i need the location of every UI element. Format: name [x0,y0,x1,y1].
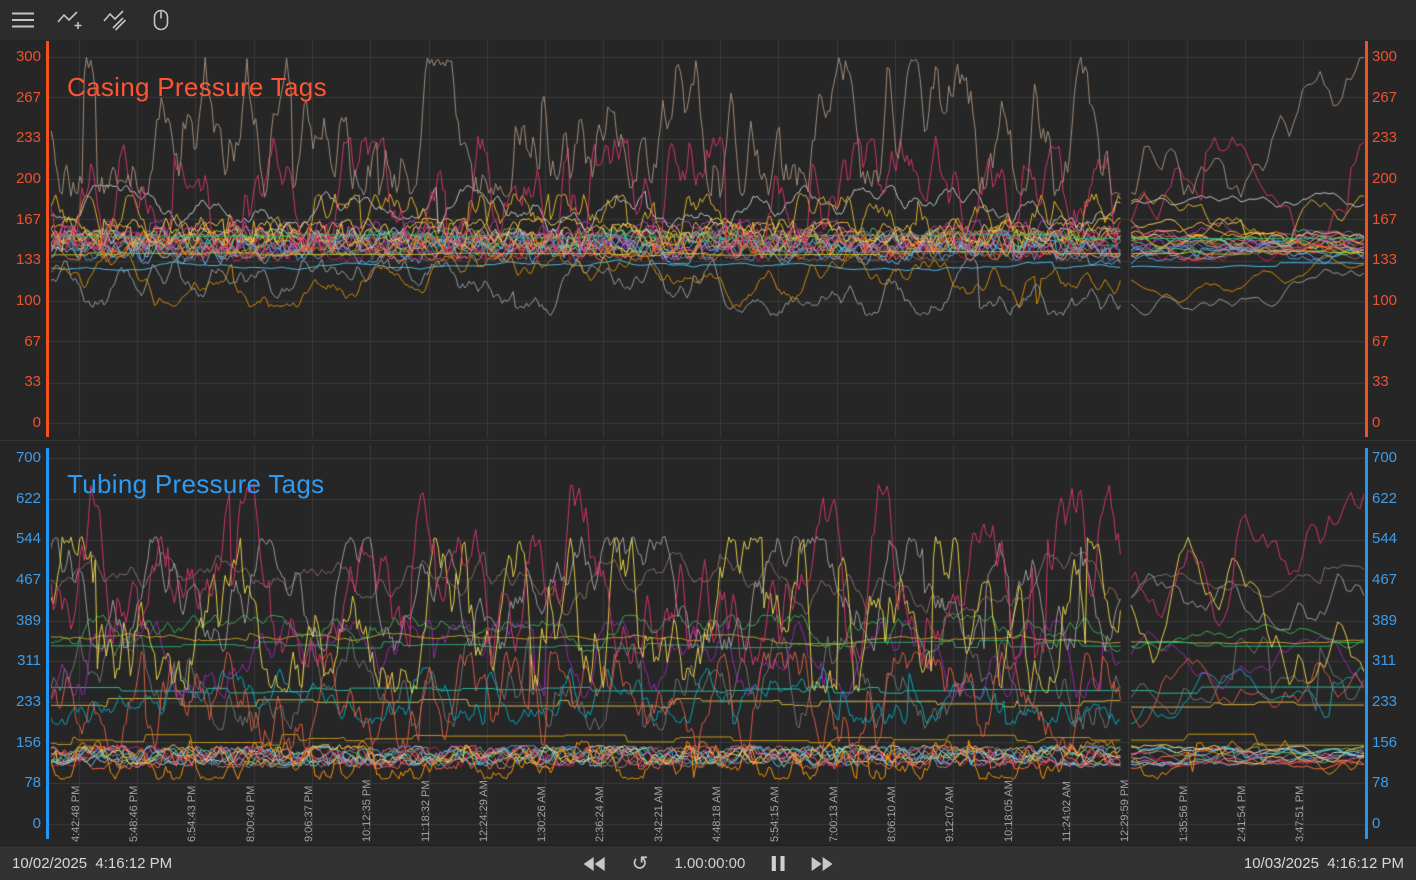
tubing-y-tick-label: 467 [1372,571,1398,588]
time-axis-label: 1:35:56 PM [1177,785,1190,842]
time-axis-label: 12:24:29 AM [477,780,490,842]
tubing-y-tick-label: 467 [15,571,41,588]
toolbar [0,0,1416,40]
reset-button[interactable]: ↺ [632,846,649,880]
tubing-left-axis-line [46,448,49,839]
menu-icon[interactable] [8,5,38,35]
time-axis-label: 4:42:48 PM [69,785,82,842]
casing-chart-canvas[interactable] [0,40,1416,440]
tubing-y-tick-label: 389 [15,611,41,629]
time-axis-label: 11:18:32 PM [419,780,432,842]
time-span-value[interactable]: 1.00:00:00 [674,855,746,872]
tubing-y-tick-label: 622 [1372,489,1398,507]
time-axis-label: 3:42:21 AM [652,786,665,842]
time-axis-label: 12:29:59 PM [1119,779,1132,842]
casing-right-axis-line [1365,41,1368,437]
compare-trends-icon[interactable] [100,5,130,35]
time-axis-label: 9:06:37 PM [302,785,315,842]
time-axis-label: 8:00:40 PM [244,785,257,842]
time-axis-label: 3:47:51 PM [1294,785,1307,842]
add-trend-icon[interactable] [54,5,84,35]
casing-chart-title: Casing Pressure Tags [67,72,327,102]
casing-y-tick-label: 133 [15,251,41,269]
mouse-mode-icon[interactable] [146,5,176,35]
range-end-datetime: 10/03/2025 4:16:12 PM [1243,855,1404,872]
casing-y-tick-label: 267 [15,88,41,106]
casing-left-axis-line [46,41,49,437]
tubing-y-tick-label: 233 [1372,693,1398,710]
casing-y-tick-label: 33 [1372,373,1389,391]
time-axis-label: 5:48:46 PM [127,785,140,842]
tubing-chart-canvas[interactable] [0,441,1416,846]
casing-y-tick-label: 200 [1372,170,1398,187]
casing-y-tick-label: 300 [15,48,41,65]
casing-y-tick-label: 0 [32,414,41,431]
time-axis-label: 11:24:02 AM [1061,781,1074,842]
playback-controls: ↺ 1.00:00:00 [583,846,833,880]
time-axis-label: 2:36:24 AM [594,786,607,842]
time-axis-label: 10:18:05 AM [1002,780,1015,842]
casing-y-tick-label: 67 [24,332,41,350]
tubing-right-axis-line [1365,448,1368,839]
pause-button[interactable] [771,846,785,880]
step-back-button[interactable] [583,846,606,880]
tubing-chart-title: Tubing Pressure Tags [67,469,325,499]
time-axis-label: 7:00:13 AM [827,786,840,842]
statusbar: 10/02/2025 4:16:12 PM ↺ 1.00:00:00 10/03… [0,845,1416,880]
casing-y-tick-label: 233 [1372,129,1398,147]
undo-icon: ↺ [631,852,649,875]
tubing-y-tick-label: 544 [15,530,41,548]
time-axis-label: 8:06:10 AM [886,786,899,842]
tubing-y-tick-label: 700 [15,449,41,466]
time-axis-label: 10:12:35 PM [361,779,374,842]
casing-y-tick-label: 100 [15,292,41,309]
tubing-y-tick-label: 544 [1372,530,1398,548]
time-axis-label: 9:12:07 AM [944,786,957,842]
casing-y-tick-label: 167 [1372,210,1398,228]
casing-y-tick-label: 200 [15,170,41,187]
tubing-y-tick-label: 78 [24,774,41,792]
range-start-datetime: 10/02/2025 4:16:12 PM [12,855,173,872]
tubing-y-tick-label: 622 [15,489,41,507]
casing-y-tick-label: 167 [15,210,41,228]
casing-y-tick-label: 133 [1372,251,1398,269]
step-forward-button[interactable] [810,846,833,880]
tubing-y-tick-label: 0 [32,815,41,832]
tubing-y-tick-label: 156 [1372,733,1398,751]
tubing-y-tick-label: 78 [1372,774,1389,792]
time-axis-label: 5:54:15 AM [769,786,782,842]
casing-y-tick-label: 100 [1372,292,1398,309]
casing-y-tick-label: 67 [1372,332,1389,350]
tubing-y-tick-label: 389 [1372,611,1398,629]
casing-pressure-chart: Casing Pressure Tags 300 300 267 267 233 233 2… [0,40,1416,440]
tubing-y-tick-label: 311 [1372,652,1396,670]
tubing-y-tick-label: 700 [1372,449,1398,466]
tubing-y-tick-label: 233 [15,693,41,710]
time-axis-label: 1:30:26 AM [536,786,549,842]
casing-y-tick-label: 233 [15,129,41,147]
tubing-pressure-chart: Tubing Pressure Tags 700 700 622 622 544 544 4… [0,440,1416,846]
casing-y-tick-label: 267 [1372,88,1398,106]
casing-y-tick-label: 300 [1372,48,1398,65]
time-axis-label: 4:48:18 AM [711,786,724,842]
tubing-y-tick-label: 156 [15,733,41,751]
casing-y-tick-label: 33 [24,373,41,391]
casing-y-tick-label: 0 [1372,414,1381,431]
time-axis-label: 2:41:54 PM [1236,785,1248,842]
tubing-y-tick-label: 311 [17,652,41,670]
time-axis-label: 6:54:43 PM [186,785,199,842]
tubing-y-tick-label: 0 [1372,815,1381,832]
